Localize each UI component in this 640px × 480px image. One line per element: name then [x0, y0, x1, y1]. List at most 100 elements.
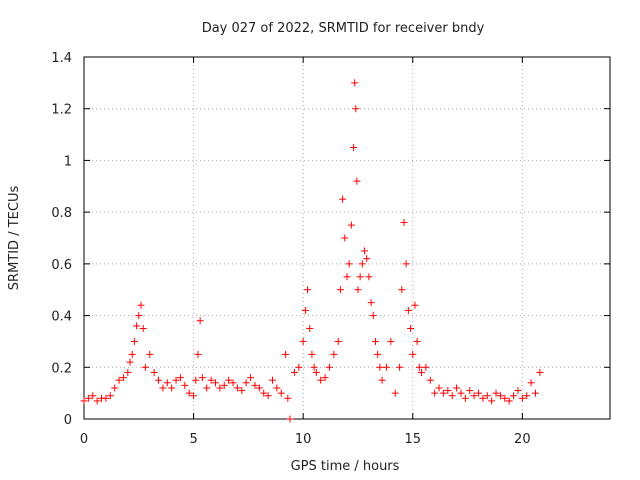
data-point [483, 392, 491, 400]
data-point [242, 379, 250, 387]
data-point [422, 363, 430, 371]
data-point [268, 376, 276, 384]
data-points [80, 79, 544, 423]
data-point [308, 350, 316, 358]
data-point [277, 389, 285, 397]
data-point [387, 337, 395, 345]
data-point [220, 381, 228, 389]
data-point [376, 363, 384, 371]
data-point [330, 350, 338, 358]
data-point [139, 325, 147, 332]
data-point [290, 368, 298, 376]
data-point [527, 379, 535, 387]
x-tick-label: 10 [295, 432, 312, 447]
data-point [492, 389, 500, 397]
data-point [369, 312, 377, 320]
data-point [212, 379, 219, 387]
grid-lines [84, 57, 610, 419]
data-point [518, 394, 526, 402]
data-point [111, 384, 119, 392]
y-tick-label: 0.8 [51, 206, 72, 221]
data-point [402, 260, 410, 268]
data-point [431, 389, 439, 397]
data-point [378, 376, 386, 384]
data-point [260, 389, 268, 397]
data-point [229, 379, 237, 387]
plot-area-frame [83, 56, 611, 420]
data-point [367, 299, 375, 307]
data-point [80, 397, 88, 405]
data-point [404, 306, 412, 314]
data-point [190, 392, 198, 400]
data-point [150, 368, 158, 376]
data-point [347, 221, 355, 229]
data-point [352, 105, 360, 113]
data-point [382, 363, 390, 371]
y-tick-label: 0.4 [51, 310, 72, 325]
data-point [89, 392, 97, 400]
data-point [325, 363, 333, 371]
data-point [488, 397, 496, 405]
axis-ticks: 0 0.2 0.4 0.6 0.8 1 1.2 1.4 0 5 10 15 20 [51, 51, 610, 447]
data-point [159, 384, 167, 392]
data-point [172, 376, 180, 384]
data-point [479, 394, 487, 402]
data-point [194, 350, 202, 358]
data-point [181, 381, 189, 389]
data-point [84, 394, 92, 402]
data-point [531, 389, 539, 397]
data-point [411, 301, 419, 309]
data-point [496, 392, 504, 400]
data-point [247, 374, 255, 382]
data-point [361, 247, 369, 255]
data-point [407, 325, 415, 332]
data-point [185, 389, 193, 397]
data-point [426, 376, 434, 384]
data-point [119, 374, 127, 382]
data-point [133, 322, 141, 330]
data-point [128, 350, 136, 358]
data-point [470, 392, 478, 400]
data-point [363, 255, 371, 263]
data-point [126, 358, 134, 366]
data-point [225, 376, 233, 384]
data-point [176, 374, 184, 382]
data-point [168, 384, 176, 392]
data-point [301, 306, 309, 314]
data-point [255, 384, 263, 392]
data-point [354, 286, 362, 294]
data-point [461, 394, 469, 402]
data-point [124, 368, 132, 376]
data-point [400, 218, 408, 226]
x-tick-label: 20 [514, 432, 531, 447]
x-tick-label: 0 [80, 432, 88, 447]
data-point [339, 195, 347, 203]
data-point [216, 384, 224, 392]
data-point [106, 392, 114, 400]
data-point [299, 337, 307, 345]
data-point [102, 394, 110, 402]
y-tick-label: 0 [64, 413, 72, 428]
y-tick-label: 0.2 [51, 361, 72, 376]
data-point [435, 384, 443, 392]
data-point [374, 350, 382, 358]
data-point [273, 384, 281, 392]
y-tick-label: 0.6 [51, 258, 72, 273]
data-point [163, 379, 171, 387]
data-point [115, 376, 123, 384]
data-point [282, 350, 290, 358]
data-point [284, 394, 292, 402]
data-point [365, 273, 373, 281]
y-tick-label: 1.4 [51, 51, 72, 66]
data-point [356, 273, 364, 281]
data-point [505, 397, 513, 405]
data-point [350, 144, 358, 151]
data-point [264, 392, 272, 400]
data-point [251, 381, 259, 389]
data-point [336, 286, 344, 294]
data-point [444, 387, 452, 395]
data-point [198, 374, 206, 382]
data-point [233, 384, 241, 392]
data-point [345, 260, 353, 268]
